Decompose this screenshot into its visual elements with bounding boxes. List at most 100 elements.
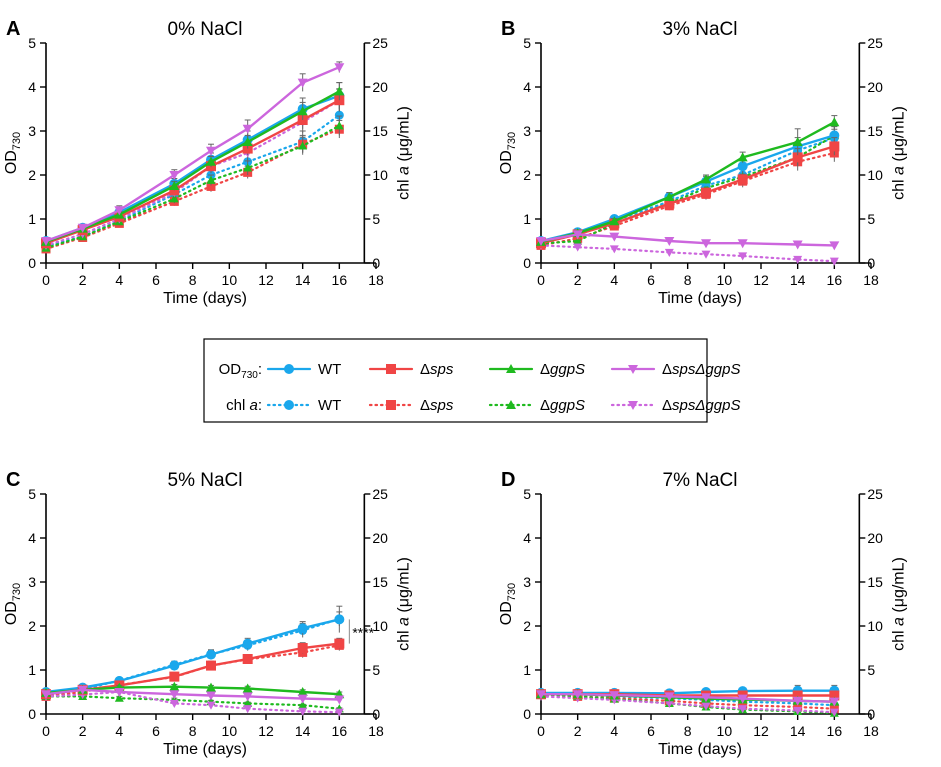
od730-point	[41, 690, 51, 700]
y-tick-right-label: 10	[867, 618, 883, 634]
legend-entry-spsggpS: ΔspsΔggpS	[662, 397, 740, 414]
legend-od-label: OD730:	[219, 361, 262, 381]
od730-point	[664, 237, 675, 246]
y-axis-right-label: chl a (μg/mL)	[890, 557, 907, 651]
od730-point	[609, 216, 620, 226]
chl-a-point	[738, 705, 748, 714]
x-tick-label: 8	[684, 723, 692, 739]
y-tick-left-label: 2	[523, 618, 531, 634]
y-axis-right-label: chl a (μg/mL)	[395, 106, 412, 200]
y-tick-left-label: 4	[28, 530, 36, 546]
od730-point	[169, 681, 180, 691]
od730-point	[334, 638, 345, 649]
y-tick-left-label: 0	[523, 706, 531, 722]
y-axis-left-label: OD730	[3, 132, 23, 174]
y-tick-right-label: 0	[372, 706, 380, 722]
od730-point	[206, 682, 216, 692]
y-axis-right-label-prefix: chl	[890, 175, 907, 200]
chl-a-point	[298, 141, 308, 150]
legend-entry-spsggpS: ΔspsΔggpS	[662, 361, 740, 378]
od730-point	[169, 671, 180, 682]
x-tick-label: 16	[332, 723, 348, 739]
od730-point	[536, 237, 546, 246]
x-tick-label: 16	[827, 272, 843, 288]
legend-entry-plain: WT	[318, 361, 341, 378]
chl-a-point	[738, 252, 748, 261]
od730-line	[44, 90, 341, 244]
y-tick-left-label: 2	[28, 167, 36, 183]
x-tick-label: 2	[79, 272, 87, 288]
legend-chl-main: chl	[226, 397, 249, 414]
od730-line	[44, 618, 341, 694]
y-tick-left-label: 1	[523, 662, 531, 678]
x-tick-label: 14	[295, 272, 311, 288]
y-axis-left-label: OD730	[498, 132, 518, 174]
od730-point	[206, 146, 216, 156]
chl-a-point	[793, 255, 803, 264]
y-tick-left-label: 5	[523, 486, 531, 502]
y-tick-right-label: 20	[372, 79, 388, 95]
od730-point	[206, 156, 216, 166]
x-tick-label: 6	[647, 272, 655, 288]
legend-box: OD730:chl a:WTWTΔspsΔspsΔggpSΔggpSΔspsΔg…	[203, 338, 740, 423]
legend-od-main: OD	[219, 361, 242, 378]
panel-letter: C	[6, 469, 20, 491]
legend-entry-WT: WT	[318, 397, 341, 414]
od730-point	[792, 690, 803, 701]
y-tick-left-label: 3	[28, 574, 36, 590]
chl-a-line	[44, 695, 341, 710]
od730-point	[169, 181, 180, 190]
chl-a-point	[573, 243, 583, 252]
od730-point	[242, 638, 253, 649]
od730-line	[44, 688, 341, 701]
x-tick-label: 6	[647, 723, 655, 739]
od730-point	[737, 161, 748, 172]
od730-line	[44, 65, 341, 243]
x-tick-label: 4	[115, 723, 123, 739]
od730-point	[737, 174, 748, 185]
od730-series-spsggpS	[41, 685, 345, 705]
panel-title: 7% NaCl	[663, 470, 738, 491]
od730-point	[169, 660, 180, 671]
legend-entry-delta: Δ	[662, 361, 672, 378]
od730-point	[701, 187, 711, 198]
legend-entry-plain: WT	[318, 397, 341, 414]
x-tick-label: 10	[222, 272, 238, 288]
y-tick-right-label: 10	[372, 618, 388, 634]
panel-letter: A	[6, 18, 20, 40]
chl-a-line	[539, 136, 836, 245]
x-axis-label: Time (days)	[658, 290, 742, 307]
significance-annotation: ****	[352, 625, 374, 641]
x-tick-label: 6	[152, 272, 160, 288]
legend-chl-italic: a	[249, 397, 257, 414]
legend-entry-delta: Δ	[420, 397, 430, 414]
x-tick-label: 8	[684, 272, 692, 288]
x-tick-label: 2	[574, 723, 582, 739]
chl-a-point	[334, 110, 344, 120]
x-axis-label: Time (days)	[163, 290, 247, 307]
od730-point	[77, 685, 88, 695]
chl-a-line	[44, 124, 341, 250]
y-tick-left-label: 3	[28, 123, 36, 139]
legend-entry-italic: spsΔggpS	[672, 397, 740, 414]
y-axis-right-label: chl a (μg/mL)	[890, 106, 907, 200]
x-tick-label: 10	[717, 272, 733, 288]
legend-marker-spsggpS	[628, 365, 638, 374]
od730-point	[664, 192, 675, 201]
od730-line	[539, 233, 836, 247]
y-axis-right-label-italic: a	[890, 617, 907, 626]
od730-point	[701, 174, 711, 184]
y-axis-right-label-italic: a	[395, 166, 412, 175]
chl-a-point	[206, 175, 216, 184]
x-tick-label: 16	[827, 723, 843, 739]
od730-point	[41, 237, 51, 246]
od730-point	[169, 171, 180, 180]
x-tick-label: 18	[368, 723, 384, 739]
y-tick-right-label: 25	[372, 35, 388, 51]
legend-od-suffix: :	[258, 361, 262, 378]
od730-point	[829, 697, 840, 707]
y-tick-left-label: 0	[523, 255, 531, 271]
y-tick-left-label: 2	[28, 618, 36, 634]
